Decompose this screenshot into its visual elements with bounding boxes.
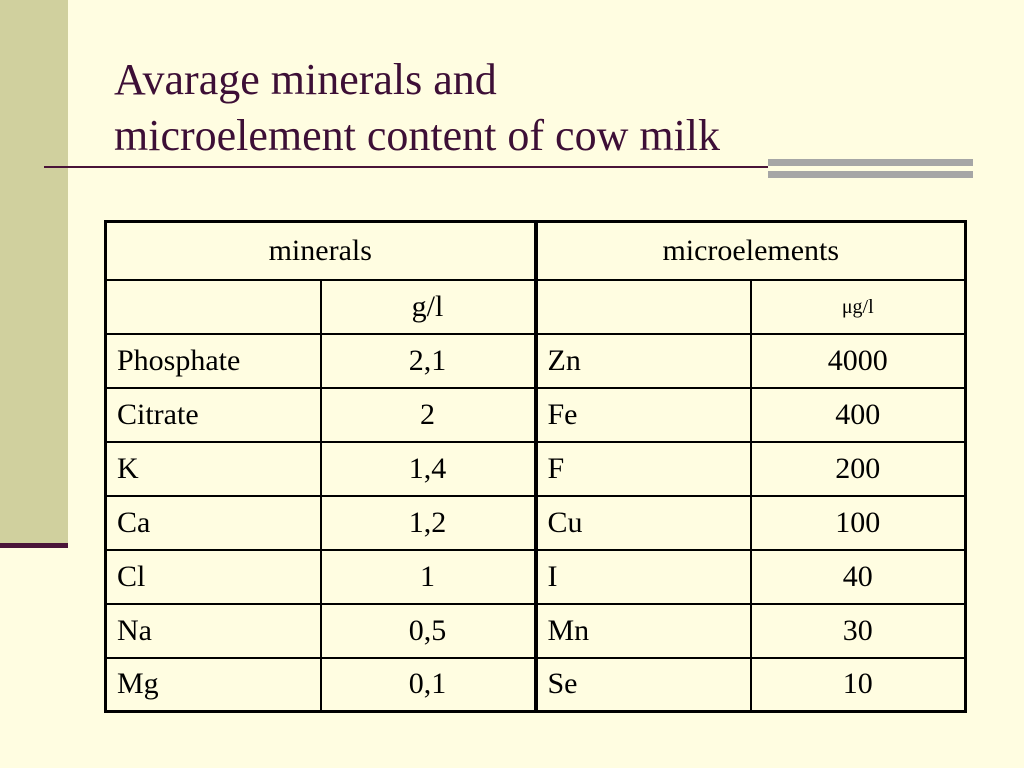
mineral-name-cell: Citrate bbox=[104, 386, 322, 443]
microelement-name-cell: F bbox=[533, 440, 752, 497]
mineral-content-table-container: minerals microelements g/l μg/l Phosphat… bbox=[104, 220, 967, 713]
microelement-name-cell: Fe bbox=[533, 386, 752, 443]
slide-title-line-2: microelement content of cow milk bbox=[114, 111, 721, 160]
microelement-value-cell: 100 bbox=[749, 494, 967, 551]
minerals-unit-blank-cell bbox=[104, 278, 322, 335]
mineral-value-cell: 1,4 bbox=[319, 440, 537, 497]
table-row: K 1,4 F 200 bbox=[104, 440, 967, 497]
table-row: Mg 0,1 Se 10 bbox=[104, 656, 967, 713]
mineral-value-cell: 0,1 bbox=[319, 656, 537, 713]
mineral-value-cell: 0,5 bbox=[319, 602, 537, 659]
microelement-value-cell: 200 bbox=[749, 440, 967, 497]
mineral-name-cell: Phosphate bbox=[104, 332, 322, 389]
title-accent-bar bbox=[768, 159, 973, 178]
minerals-header: minerals bbox=[104, 220, 537, 281]
mineral-value-cell: 1 bbox=[319, 548, 537, 605]
mineral-content-table: minerals microelements g/l μg/l Phosphat… bbox=[104, 220, 967, 713]
slide-title-line-1: Avarage minerals and bbox=[114, 55, 497, 104]
table-row: Na 0,5 Mn 30 bbox=[104, 602, 967, 659]
microelement-name-cell: Cu bbox=[533, 494, 752, 551]
side-band bbox=[0, 0, 68, 548]
table-row: Phosphate 2,1 Zn 4000 bbox=[104, 332, 967, 389]
microelement-value-cell: 400 bbox=[749, 386, 967, 443]
mineral-name-cell: Cl bbox=[104, 548, 322, 605]
minerals-unit-cell: g/l bbox=[319, 278, 537, 335]
mineral-name-cell: Na bbox=[104, 602, 322, 659]
microelement-name-cell: Se bbox=[533, 656, 752, 713]
mineral-name-cell: Ca bbox=[104, 494, 322, 551]
table-row: Ca 1,2 Cu 100 bbox=[104, 494, 967, 551]
microelement-name-cell: I bbox=[533, 548, 752, 605]
mineral-name-cell: K bbox=[104, 440, 322, 497]
table-row: Citrate 2 Fe 400 bbox=[104, 386, 967, 443]
mineral-value-cell: 2 bbox=[319, 386, 537, 443]
slide-title: Avarage minerals and microelement conten… bbox=[114, 52, 720, 164]
microelement-name-cell: Mn bbox=[533, 602, 752, 659]
microelement-value-cell: 4000 bbox=[749, 332, 967, 389]
mineral-value-cell: 1,2 bbox=[319, 494, 537, 551]
table-row: Cl 1 I 40 bbox=[104, 548, 967, 605]
microelement-value-cell: 40 bbox=[749, 548, 967, 605]
mineral-value-cell: 2,1 bbox=[319, 332, 537, 389]
microelement-value-cell: 10 bbox=[749, 656, 967, 713]
table-unit-row: g/l μg/l bbox=[104, 278, 967, 335]
microelements-unit-cell: μg/l bbox=[749, 278, 967, 335]
title-underline bbox=[44, 166, 770, 168]
mineral-name-cell: Mg bbox=[104, 656, 322, 713]
microelements-header: microelements bbox=[533, 220, 967, 281]
table-header-row: minerals microelements bbox=[104, 220, 967, 281]
microelement-value-cell: 30 bbox=[749, 602, 967, 659]
microelement-name-cell: Zn bbox=[533, 332, 752, 389]
side-band-rule bbox=[0, 543, 68, 548]
microelements-unit-blank-cell bbox=[533, 278, 752, 335]
